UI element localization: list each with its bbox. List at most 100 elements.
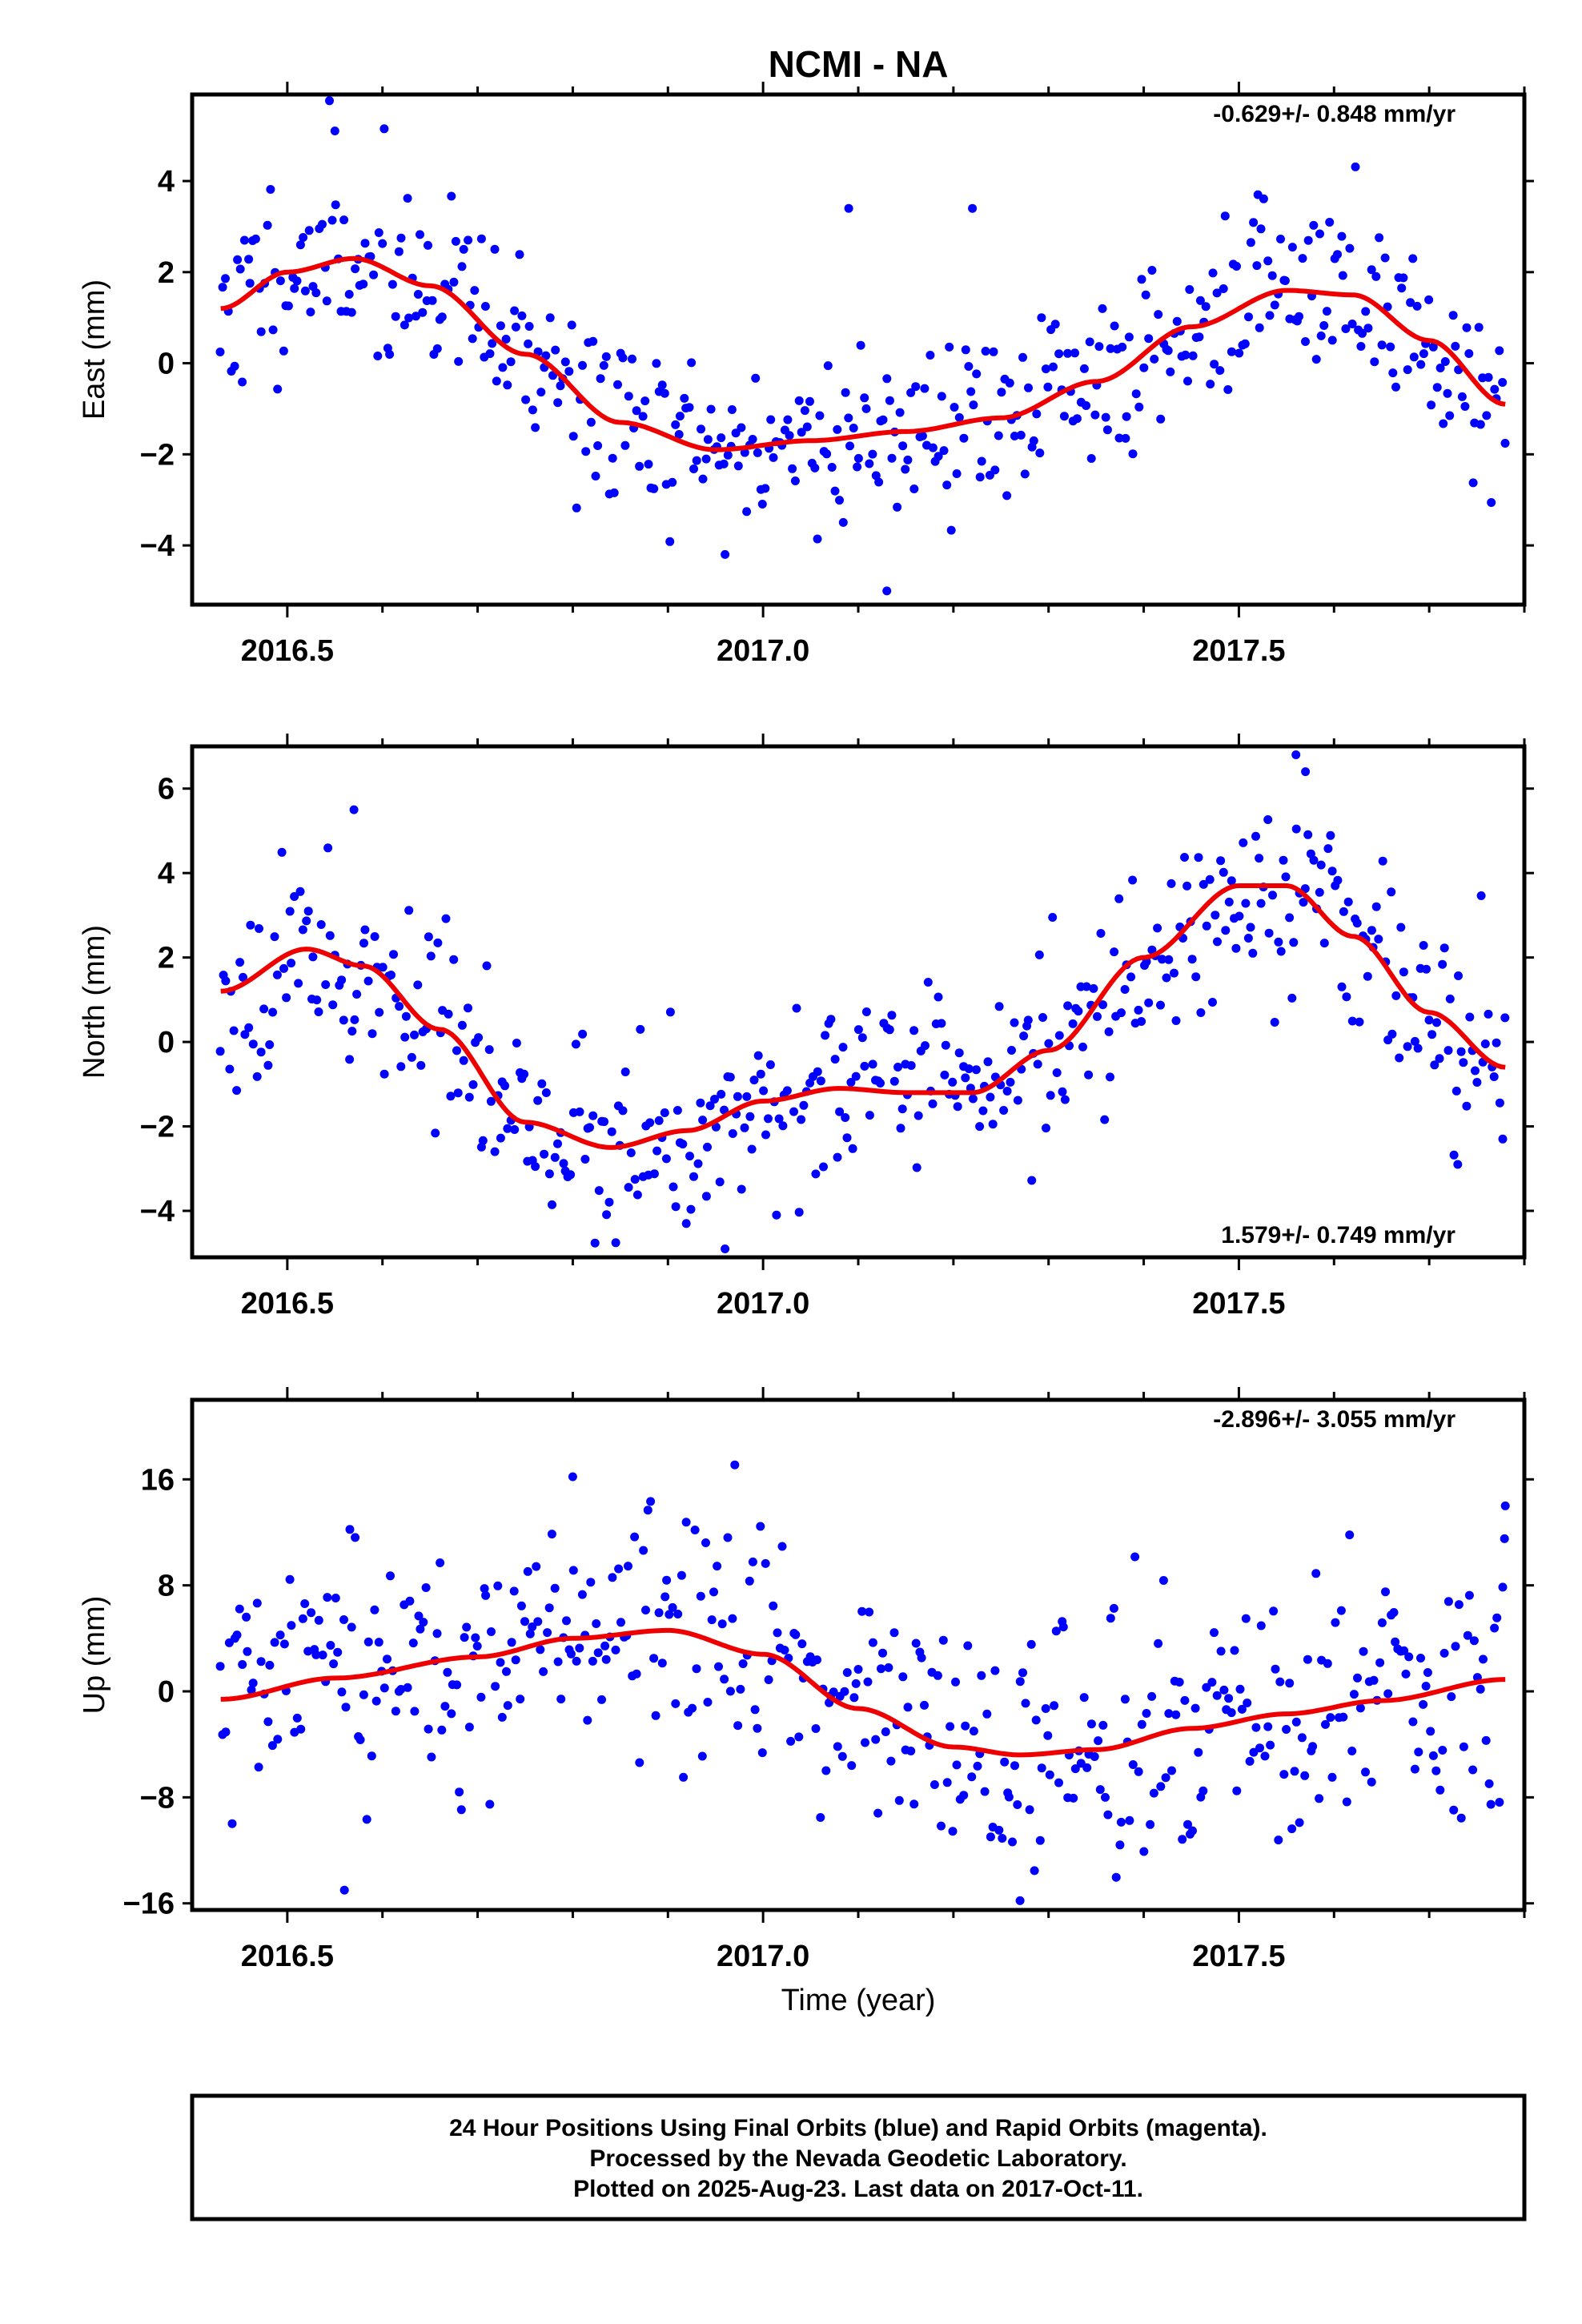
data-point: [428, 296, 437, 305]
data-point: [464, 1092, 474, 1102]
data-point: [1090, 410, 1100, 420]
data-point: [1147, 1691, 1157, 1701]
data-point: [920, 1700, 929, 1710]
data-point: [1498, 1582, 1508, 1592]
data-point: [578, 360, 587, 370]
data-point: [1381, 1587, 1390, 1597]
data-point: [692, 456, 701, 465]
data-point: [882, 586, 892, 596]
data-point: [703, 1142, 712, 1152]
data-point: [427, 1752, 436, 1762]
data-point: [1280, 276, 1290, 285]
y-tick-label: 16: [141, 1463, 175, 1497]
data-point: [977, 456, 986, 466]
data-point: [571, 1039, 580, 1049]
data-point: [1490, 1623, 1500, 1633]
data-point: [1479, 1655, 1488, 1664]
data-point: [777, 1542, 787, 1551]
data-point: [1351, 162, 1360, 171]
data-point: [607, 1127, 616, 1136]
data-point: [245, 279, 255, 288]
data-point: [1276, 235, 1285, 243]
data-point: [1276, 947, 1286, 956]
x-tick-label: 2017.5: [1192, 1940, 1285, 1973]
data-point: [254, 1763, 263, 1772]
data-point: [840, 1687, 849, 1696]
data-point: [1421, 1682, 1431, 1691]
data-point: [1205, 875, 1215, 884]
data-point: [1008, 1837, 1017, 1847]
data-point: [1495, 1098, 1504, 1108]
data-point: [486, 1096, 496, 1106]
data-point: [1068, 1019, 1078, 1028]
data-point: [351, 264, 360, 274]
data-point: [502, 1667, 511, 1676]
data-point: [738, 1659, 748, 1668]
data-point: [608, 1573, 617, 1582]
data-point: [1243, 934, 1253, 943]
data-point: [416, 1624, 425, 1634]
data-point: [501, 335, 511, 344]
data-point: [572, 503, 581, 513]
data-point: [662, 1575, 672, 1585]
data-point: [1298, 254, 1307, 263]
data-point: [1326, 1713, 1335, 1723]
data-point: [1308, 1742, 1318, 1751]
data-point: [1460, 402, 1470, 411]
data-point: [660, 388, 669, 398]
data-point: [1275, 1677, 1285, 1687]
data-point: [1246, 238, 1255, 247]
data-point: [379, 1069, 389, 1079]
data-point: [994, 1825, 1004, 1835]
data-point: [668, 477, 677, 487]
data-point: [1416, 1654, 1425, 1663]
data-point: [1207, 1678, 1217, 1687]
data-point: [728, 1614, 737, 1623]
chart-title: NCMI - NA: [769, 43, 949, 85]
data-point: [404, 906, 414, 915]
data-point: [644, 460, 653, 469]
data-point: [347, 1622, 356, 1632]
data-point: [690, 1526, 700, 1534]
data-point: [794, 1208, 804, 1217]
data-point: [797, 1115, 806, 1124]
data-point: [1024, 383, 1033, 392]
data-point: [1345, 1530, 1355, 1540]
data-point: [511, 322, 520, 332]
data-point: [963, 1641, 973, 1651]
data-point: [983, 1057, 993, 1067]
data-point: [1128, 1760, 1138, 1769]
data-point: [1327, 866, 1337, 876]
data-point: [1401, 1669, 1411, 1679]
data-point: [961, 345, 970, 355]
data-point: [1230, 1646, 1239, 1655]
data-point: [370, 932, 379, 941]
data-point: [868, 1059, 877, 1069]
data-point: [896, 1124, 905, 1133]
data-point: [1208, 268, 1218, 278]
data-point: [841, 1113, 850, 1122]
data-point: [1287, 993, 1297, 1003]
data-point: [290, 283, 299, 293]
data-point: [1048, 913, 1058, 922]
data-point: [1432, 383, 1442, 392]
x-tick-label: 2017.5: [1192, 634, 1285, 668]
data-point: [990, 1666, 1000, 1675]
data-point: [566, 1170, 576, 1180]
data-point: [545, 313, 555, 323]
data-point: [536, 388, 546, 397]
data-point: [452, 1680, 462, 1690]
data-point: [412, 312, 420, 321]
data-point: [432, 344, 442, 353]
data-point: [1363, 971, 1372, 981]
data-point: [233, 255, 243, 264]
data-point: [1006, 1077, 1015, 1087]
data-point: [1495, 346, 1504, 356]
data-point: [331, 1594, 340, 1602]
data-point: [1146, 1819, 1155, 1829]
data-point: [1128, 449, 1138, 459]
data-point: [1454, 971, 1463, 980]
data-point: [693, 1159, 703, 1168]
data-point: [272, 970, 282, 979]
data-point: [1007, 1046, 1016, 1055]
